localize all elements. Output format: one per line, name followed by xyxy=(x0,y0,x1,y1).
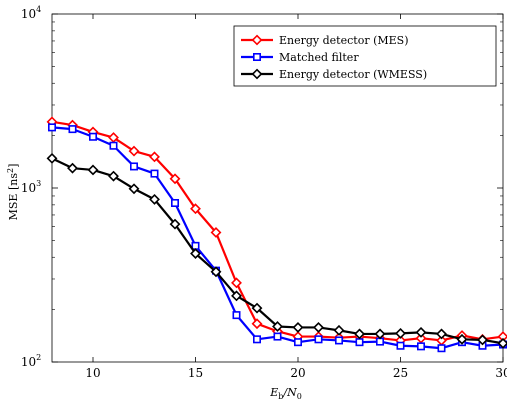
data-point xyxy=(273,332,282,341)
legend-box xyxy=(233,25,497,87)
data-point xyxy=(67,162,78,174)
y-tick-label: 102 xyxy=(21,353,41,369)
data-point xyxy=(415,326,427,338)
data-point xyxy=(314,335,323,344)
data-point xyxy=(456,333,468,345)
y-tick-label: 104 xyxy=(21,5,41,21)
legend-item: Energy detector (WMESS) xyxy=(241,68,427,81)
y-tick-label: 103 xyxy=(21,179,41,195)
data-point xyxy=(109,141,118,150)
data-point xyxy=(272,321,283,332)
legend-label: Energy detector (MES) xyxy=(279,34,409,47)
x-tick-label: 25 xyxy=(393,366,408,380)
data-point xyxy=(231,277,242,289)
data-point xyxy=(128,183,140,195)
data-point xyxy=(149,151,160,163)
data-point xyxy=(68,125,77,134)
data-point xyxy=(210,227,222,238)
data-point xyxy=(87,164,99,176)
data-point xyxy=(374,328,386,340)
data-point xyxy=(375,337,384,346)
data-point xyxy=(169,218,181,230)
data-point xyxy=(292,322,304,333)
x-tick-label: 20 xyxy=(290,366,305,380)
data-point xyxy=(293,338,302,347)
legend: Energy detector (MES) Matched filter Energ… xyxy=(233,25,497,87)
data-point xyxy=(149,193,160,205)
data-point xyxy=(46,152,58,164)
ticks-layer: 10 15 20 25 30 102 103 104 xyxy=(21,5,507,380)
data-point xyxy=(395,327,406,339)
data-point xyxy=(355,338,364,347)
data-point xyxy=(128,145,140,157)
data-point xyxy=(251,318,263,330)
data-point xyxy=(253,335,262,344)
data-point xyxy=(150,169,159,178)
data-point xyxy=(232,311,241,320)
legend-item: Matched filter xyxy=(241,51,359,64)
data-point xyxy=(313,322,324,333)
y-axis-label: MSE [ns2] xyxy=(6,164,20,221)
data-point xyxy=(130,162,139,171)
series-layer xyxy=(46,116,507,353)
legend-items: Energy detector (MES) Matched filter Energ… xyxy=(241,34,427,81)
legend-swatch-marker xyxy=(251,34,263,46)
legend-swatch-marker xyxy=(251,68,263,80)
legend-label: Energy detector (WMESS) xyxy=(279,68,427,81)
data-point xyxy=(437,344,446,353)
legend-label: Matched filter xyxy=(279,51,359,64)
data-point xyxy=(231,290,242,302)
data-point xyxy=(477,334,488,346)
data-point xyxy=(333,324,345,336)
series-3 xyxy=(46,152,507,349)
legend-swatch-marker xyxy=(253,52,262,61)
data-point xyxy=(47,123,56,132)
data-point xyxy=(416,342,425,351)
data-point xyxy=(191,241,200,250)
data-point xyxy=(171,198,180,207)
data-point xyxy=(436,328,447,340)
data-point xyxy=(190,248,201,259)
data-point xyxy=(190,203,201,215)
data-point xyxy=(210,266,222,278)
legend-item: Energy detector (MES) xyxy=(241,34,409,47)
x-tick-label: 15 xyxy=(188,366,203,380)
x-tick-label: 10 xyxy=(85,366,100,380)
data-point xyxy=(396,341,405,350)
data-point xyxy=(497,337,507,349)
data-point xyxy=(354,328,365,340)
series-1 xyxy=(46,116,507,346)
data-point xyxy=(108,170,119,182)
data-point xyxy=(169,173,181,185)
data-point xyxy=(89,132,98,141)
data-point xyxy=(334,336,343,345)
x-axis-label: Eb/N0 xyxy=(269,386,302,401)
x-tick-label: 30 xyxy=(495,366,507,380)
data-point xyxy=(251,302,263,314)
